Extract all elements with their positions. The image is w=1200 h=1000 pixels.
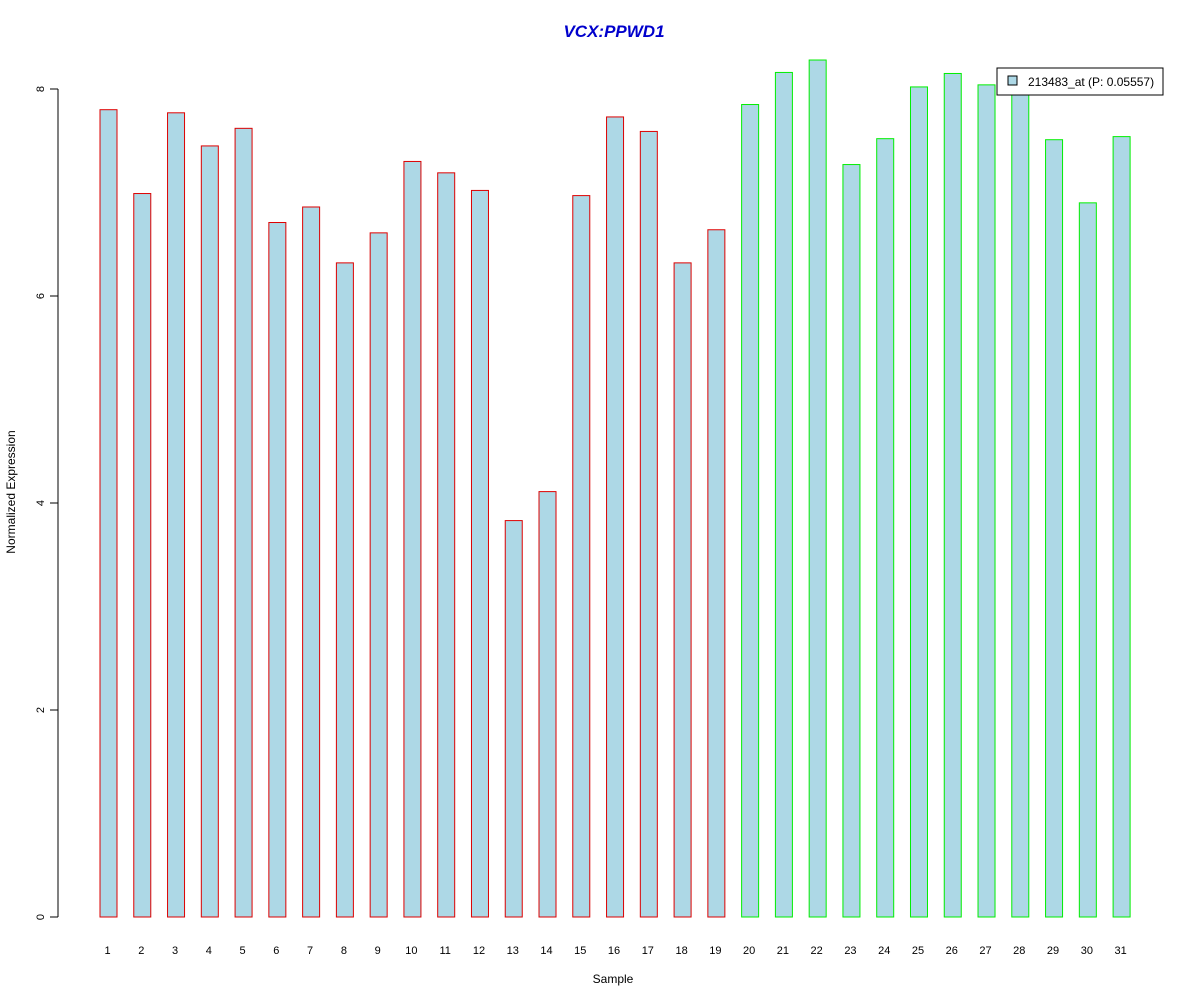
x-tick-label: 17 xyxy=(642,945,654,957)
bar-sample-16 xyxy=(606,116,625,918)
y-tick-label: 8 xyxy=(35,86,47,92)
x-tick-label: 1 xyxy=(104,945,110,957)
x-tick-label: 13 xyxy=(507,945,519,957)
bar-sample-26 xyxy=(943,72,962,918)
x-tick-label: 30 xyxy=(1081,945,1093,957)
y-tick-label: 4 xyxy=(35,500,47,506)
bar-sample-29 xyxy=(1045,139,1064,918)
bar-sample-30 xyxy=(1078,202,1097,918)
x-tick-label: 5 xyxy=(240,945,246,957)
bar-sample-7 xyxy=(302,206,321,918)
x-tick-label: 12 xyxy=(473,945,485,957)
y-tick-label: 2 xyxy=(35,707,47,713)
x-tick-label: 29 xyxy=(1047,945,1059,957)
bar-sample-11 xyxy=(437,172,456,918)
bar-sample-19 xyxy=(707,229,726,918)
x-tick-label: 4 xyxy=(206,945,212,957)
x-tick-label: 8 xyxy=(341,945,347,957)
legend-swatch xyxy=(1007,75,1018,86)
bar-sample-15 xyxy=(572,195,591,918)
bar-sample-25 xyxy=(909,86,928,918)
x-tick-label: 28 xyxy=(1013,945,1025,957)
x-tick-label: 25 xyxy=(912,945,924,957)
x-tick-label: 11 xyxy=(439,945,450,957)
bar-sample-21 xyxy=(774,71,793,918)
x-tick-label: 9 xyxy=(375,945,381,957)
bar-sample-22 xyxy=(808,59,827,918)
bar-sample-3 xyxy=(167,112,186,918)
bar-sample-20 xyxy=(741,104,760,918)
x-tick-label: 31 xyxy=(1114,945,1126,957)
x-tick-label: 22 xyxy=(811,945,823,957)
x-tick-label: 18 xyxy=(675,945,687,957)
bar-sample-31 xyxy=(1112,136,1131,918)
bar-sample-24 xyxy=(876,138,895,918)
y-tick-label: 0 xyxy=(35,914,47,920)
bar-sample-28 xyxy=(1011,88,1030,918)
bar-sample-9 xyxy=(369,232,388,918)
bar-sample-13 xyxy=(504,520,523,918)
bar-sample-8 xyxy=(335,262,354,918)
x-tick-label: 26 xyxy=(946,945,958,957)
bar-sample-5 xyxy=(234,127,253,918)
y-axis-ticks: 0 2 4 6 8 xyxy=(35,86,58,920)
x-tick-label: 14 xyxy=(540,945,552,957)
x-tick-label: 16 xyxy=(608,945,620,957)
x-axis-ticks: 1 2 3 4 5 6 7 8 9 10 11 12 13 14 15 16 17 18 19 20 21 22 23 24 2… xyxy=(104,945,1126,957)
bar-sample-27 xyxy=(977,84,996,918)
x-tick-label: 23 xyxy=(844,945,856,957)
bar-sample-14 xyxy=(538,491,557,918)
x-tick-label: 24 xyxy=(878,945,890,957)
legend: 213483_at (P: 0.05557) xyxy=(996,67,1164,96)
y-tick-label: 6 xyxy=(35,293,47,299)
bar-sample-6 xyxy=(268,222,287,918)
legend-box xyxy=(996,67,1164,96)
x-tick-label: 10 xyxy=(405,945,417,957)
x-tick-label: 6 xyxy=(273,945,279,957)
x-tick-label: 15 xyxy=(574,945,586,957)
x-tick-label: 7 xyxy=(307,945,313,957)
bar-sample-1 xyxy=(99,109,118,918)
chart-title: VCX:PPWD1 xyxy=(563,22,664,41)
x-tick-label: 19 xyxy=(709,945,721,957)
x-tick-label: 2 xyxy=(138,945,144,957)
bar-sample-17 xyxy=(639,130,658,918)
bar-sample-12 xyxy=(470,189,489,918)
x-tick-label: 21 xyxy=(777,945,789,957)
bar-sample-4 xyxy=(200,145,219,918)
bar-sample-23 xyxy=(842,164,861,918)
y-axis-label: Normalized Expression xyxy=(4,430,18,553)
x-axis-label: Sample xyxy=(593,972,634,986)
x-tick-label: 20 xyxy=(743,945,755,957)
bar-sample-2 xyxy=(133,193,152,918)
x-tick-label: 3 xyxy=(172,945,178,957)
bar-sample-10 xyxy=(403,160,422,918)
legend-label: 213483_at (P: 0.05557) xyxy=(1028,75,1154,89)
bars-group xyxy=(99,59,1131,918)
x-tick-label: 27 xyxy=(979,945,991,957)
bar-sample-18 xyxy=(673,262,692,918)
